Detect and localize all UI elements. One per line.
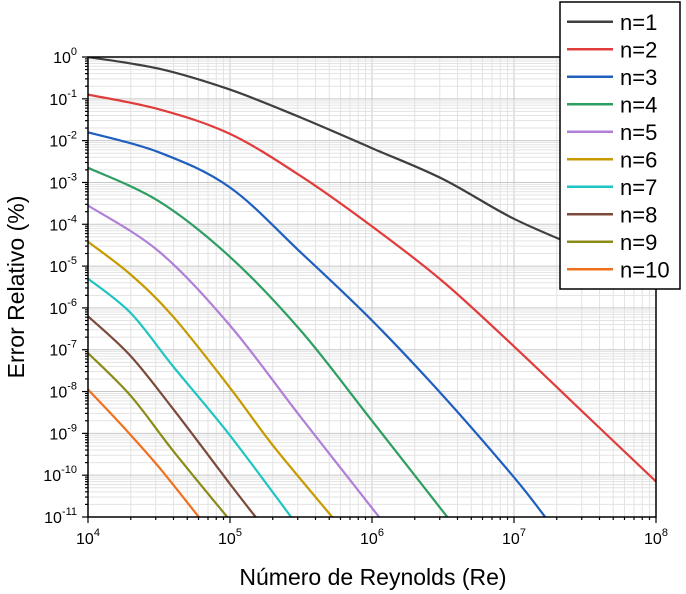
y-tick-label-exp: -4 xyxy=(67,213,77,225)
y-tick-label: 10-3 xyxy=(49,171,77,192)
y-tick-label: 10-4 xyxy=(49,213,77,234)
x-tick-label-base: 10 xyxy=(76,531,94,548)
legend-label-n-10: n=10 xyxy=(620,257,670,282)
series-line-n-4 xyxy=(88,166,449,517)
y-tick-label-exp: -1 xyxy=(67,88,77,100)
y-tick-label: 10-10 xyxy=(43,464,77,485)
x-tick-label-exp: 7 xyxy=(520,527,526,539)
series-line-n-6 xyxy=(88,240,334,517)
x-tick-label-base: 10 xyxy=(644,531,662,548)
y-tick-labels: 10010-110-210-310-410-510-610-710-810-91… xyxy=(43,46,77,527)
y-tick-label-base: 10 xyxy=(53,50,71,67)
x-axis-label: Número de Reynolds (Re) xyxy=(239,564,506,590)
legend: n=1n=2 n=3n=4 n=5n=6 n=7n=8 n=9n=10 xyxy=(559,1,681,290)
series-line-n-3 xyxy=(88,131,547,517)
y-tick-label-base: 10 xyxy=(49,217,67,234)
x-tick-label: 105 xyxy=(218,527,242,548)
x-tick-label-exp: 4 xyxy=(94,527,100,539)
y-tick-label-exp: -7 xyxy=(67,339,77,351)
y-tick-label-exp: -2 xyxy=(67,130,77,142)
x-tick-label-base: 10 xyxy=(360,531,378,548)
plot-grid xyxy=(87,56,657,518)
y-tick-label-exp: -8 xyxy=(67,381,77,393)
y-tick-label-exp: -10 xyxy=(61,464,77,476)
x-tick-label: 104 xyxy=(76,527,100,548)
legend-label-n-2: n=2 xyxy=(620,37,657,62)
y-tick-label: 10-11 xyxy=(44,506,77,527)
y-tick-label: 10-8 xyxy=(49,381,77,402)
series-line-n-1 xyxy=(88,57,586,251)
x-tick-labels: 104 105 106 107 108 xyxy=(76,527,668,548)
y-tick-label-base: 10 xyxy=(44,510,62,527)
y-axis-label: Error Relativo (%) xyxy=(3,196,29,379)
series-line-n-9 xyxy=(88,352,229,517)
y-tick-label: 10-7 xyxy=(49,339,77,360)
x-tick-label-exp: 5 xyxy=(236,527,242,539)
legend-label-n-4: n=4 xyxy=(620,92,657,117)
y-tick-label-exp: -5 xyxy=(67,255,77,267)
x-tick-label-base: 10 xyxy=(502,531,520,548)
y-tick-label-base: 10 xyxy=(49,134,67,151)
series-line-n-2 xyxy=(88,93,656,483)
y-tick-label: 100 xyxy=(53,46,77,67)
plot-curves xyxy=(88,57,656,517)
y-tick-label-exp: -9 xyxy=(67,422,77,434)
y-tick-label: 10-6 xyxy=(49,297,77,318)
y-tick-label-base: 10 xyxy=(49,426,67,443)
legend-label-n-9: n=9 xyxy=(620,230,657,255)
x-tick-label-exp: 8 xyxy=(662,527,668,539)
x-tick-label: 107 xyxy=(502,527,526,548)
series-line-n-10 xyxy=(88,388,200,517)
x-tick-label: 108 xyxy=(644,527,668,548)
x-tick-label: 106 xyxy=(360,527,384,548)
y-tick-label-base: 10 xyxy=(49,385,67,402)
series-line-n-7 xyxy=(88,277,292,517)
y-tick-label-exp: -3 xyxy=(67,171,77,183)
legend-label-n-6: n=6 xyxy=(620,147,657,172)
y-tick-label: 10-1 xyxy=(49,88,77,109)
y-tick-label-base: 10 xyxy=(49,301,67,318)
series-line-n-8 xyxy=(88,315,257,517)
legend-label-n-8: n=8 xyxy=(620,202,657,227)
legend-label-n-5: n=5 xyxy=(620,120,657,145)
y-tick-label-exp: -11 xyxy=(62,506,77,518)
y-tick-label-base: 10 xyxy=(49,259,67,276)
legend-label-n-7: n=7 xyxy=(620,175,657,200)
y-tick-label-exp: 0 xyxy=(71,46,77,58)
x-tick-label-exp: 6 xyxy=(378,527,384,539)
legend-label-n-3: n=3 xyxy=(620,65,657,90)
axis-ticks xyxy=(82,56,657,523)
y-tick-label: 10-2 xyxy=(49,130,77,151)
y-tick-label: 10-5 xyxy=(49,255,77,276)
y-tick-label: 10-9 xyxy=(49,422,77,443)
x-tick-label-base: 10 xyxy=(218,531,236,548)
series-line-n-5 xyxy=(88,204,380,517)
y-tick-label-base: 10 xyxy=(49,92,67,109)
y-tick-label-base: 10 xyxy=(43,468,61,485)
y-tick-label-exp: -6 xyxy=(67,297,77,309)
legend-label-n-1: n=1 xyxy=(620,10,657,35)
y-tick-label-base: 10 xyxy=(49,343,67,360)
y-tick-label-base: 10 xyxy=(49,175,67,192)
